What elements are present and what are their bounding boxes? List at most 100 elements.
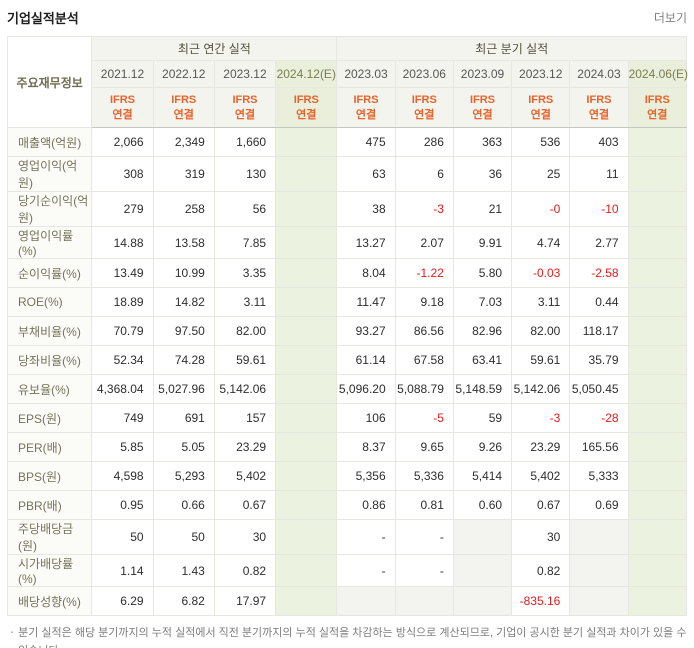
table-cell: 52.34	[91, 345, 154, 375]
table-cell	[452, 586, 513, 616]
table-cell: 11.47	[336, 287, 396, 317]
table-cell: 13.49	[91, 258, 154, 288]
table-row: BPS(원) 4,598 5,293 5,402 5,356 5,336 5,414 5,40…	[6, 461, 688, 491]
table-cell: -0.03	[511, 258, 571, 288]
ifrs-header: IFRS 연결	[511, 87, 571, 128]
table-cell: 5.80	[452, 258, 513, 288]
table-cell: 0.44	[569, 287, 629, 317]
table-cell: 6.82	[152, 586, 215, 616]
table-row: 매출액(억원) 2,066 2,349 1,660 475 286 363 536 403	[6, 127, 688, 157]
period-header: 2022.12	[152, 60, 215, 88]
table-cell: 97.50	[152, 316, 215, 346]
row-label: 주당배당금(원)	[6, 519, 93, 555]
table-cell: 157	[213, 403, 277, 433]
table-cell: 165.56	[569, 432, 629, 462]
table-cell: 4,368.04	[91, 374, 154, 404]
table-cell: 5,293	[152, 461, 215, 491]
ifrs-header: IFRS 연결	[569, 87, 629, 128]
table-cell: 61.14	[336, 345, 396, 375]
table-cell: 0.67	[511, 490, 571, 520]
table-cell	[569, 519, 629, 555]
table-cell: 5,088.79	[394, 374, 454, 404]
footnotes: ㆍ 분기 실적은 해당 분기까지의 누적 실적에서 직전 분기까지의 누적 실적…	[7, 625, 687, 648]
row-label: 영업이익(억원)	[6, 156, 93, 192]
table-cell	[569, 554, 629, 587]
period-header: 2021.12	[91, 60, 154, 88]
table-cell: 4.74	[511, 226, 571, 259]
table-cell: 0.67	[213, 490, 277, 520]
bullet-icon: ㆍ	[7, 627, 18, 639]
table-cell	[569, 586, 629, 616]
table-cell: -	[394, 519, 454, 555]
table-cell: 0.95	[91, 490, 154, 520]
table-cell	[275, 586, 338, 616]
period-header: 2023.03	[336, 60, 396, 88]
table-cell: 17.97	[213, 586, 277, 616]
table-row: 유보율(%) 4,368.04 5,027.96 5,142.06 5,096.20 5,…	[6, 374, 688, 404]
table-cell: -10	[569, 191, 629, 227]
table-row: 순이익률(%) 13.49 10.99 3.35 8.04 -1.22 5.80 -0.03-…	[6, 258, 688, 288]
table-cell: 5,356	[336, 461, 396, 491]
table-cell: 30	[511, 519, 571, 555]
ifrs-header: IFRS 연결	[394, 87, 454, 128]
more-link[interactable]: 더보기	[653, 11, 687, 25]
period-header: 2023.12	[213, 60, 277, 88]
table-row: 주당배당금(원) 50 50 30- -30	[6, 519, 688, 555]
table-cell: 5,402	[213, 461, 277, 491]
table-cell: 286	[394, 127, 454, 157]
table-cell: 5,096.20	[336, 374, 396, 404]
table-cell: 7.03	[452, 287, 513, 317]
table-cell: -3	[511, 403, 571, 433]
table-cell: 70.79	[91, 316, 154, 346]
row-label: 순이익률(%)	[6, 258, 93, 288]
table-cell: 9.65	[394, 432, 454, 462]
table-cell: 93.27	[336, 316, 396, 346]
table-cell: 67.58	[394, 345, 454, 375]
table-cell: 10.99	[152, 258, 215, 288]
table-row: 당좌비율(%) 52.34 74.28 59.61 61.14 67.58 63.41 59.…	[6, 345, 688, 375]
table-cell: 13.27	[336, 226, 396, 259]
table-cell: 14.82	[152, 287, 215, 317]
table-cell: 63	[336, 156, 396, 192]
table-row: 시가배당률(%) 1.14 1.43 0.82- -0.82	[6, 554, 688, 587]
table-cell	[627, 226, 688, 259]
row-label: 부채비율(%)	[6, 316, 93, 346]
row-label: 당좌비율(%)	[6, 345, 93, 375]
table-cell: -	[336, 554, 396, 587]
row-label: BPS(원)	[6, 461, 93, 491]
table-cell: 7.85	[213, 226, 277, 259]
ifrs-header: IFRS 연결	[91, 87, 154, 128]
table-cell: 5,148.59	[452, 374, 513, 404]
table-cell: 319	[152, 156, 215, 192]
table-cell	[627, 586, 688, 616]
table-cell	[275, 345, 338, 375]
table-cell	[627, 554, 688, 587]
table-cell	[452, 519, 513, 555]
row-label: 시가배당률(%)	[6, 554, 93, 587]
table-cell	[627, 374, 688, 404]
table-cell: -28	[569, 403, 629, 433]
table-cell	[275, 156, 338, 192]
financial-table: 주요재무정보 최근 연간 실적 최근 분기 실적 2021.12 2022.12 2023…	[6, 36, 688, 616]
table-cell: 8.37	[336, 432, 396, 462]
table-row: 영업이익(억원) 308 319 130 63 6 36 25 11	[6, 156, 688, 192]
table-cell: 106	[336, 403, 396, 433]
table-cell: 5,333	[569, 461, 629, 491]
table-cell: 3.11	[511, 287, 571, 317]
row-label: 배당성향(%)	[6, 586, 93, 616]
table-row: PER(배) 5.85 5.05 23.29 8.37 9.65 9.26 23.29 165.…	[6, 432, 688, 462]
table-cell: 475	[336, 127, 396, 157]
table-cell	[627, 316, 688, 346]
row-label: 매출액(억원)	[6, 127, 93, 157]
ifrs-header: IFRS 연결	[336, 87, 396, 128]
table-row: 영업이익률(%) 14.88 13.58 7.85 13.27 2.07 9.91 4.74 2…	[6, 226, 688, 259]
table-cell: 14.88	[91, 226, 154, 259]
table-cell: 6.29	[91, 586, 154, 616]
table-cell: -835.16	[511, 586, 571, 616]
table-cell	[275, 554, 338, 587]
table-cell: 5,027.96	[152, 374, 215, 404]
column-group-header: 최근 연간 실적	[91, 36, 338, 61]
table-cell: 35.79	[569, 345, 629, 375]
period-header: 2024.03	[569, 60, 629, 88]
table-cell: 8.04	[336, 258, 396, 288]
